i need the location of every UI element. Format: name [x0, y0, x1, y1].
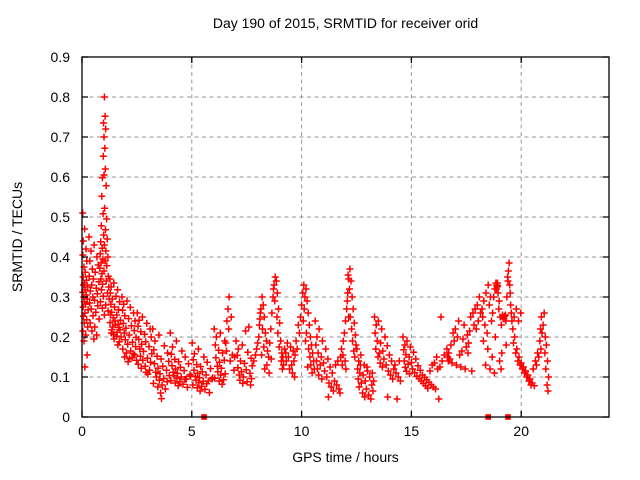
tick-path	[81, 56, 609, 418]
y-tick-label: 0.9	[51, 49, 71, 65]
x-tick-label: 0	[78, 423, 86, 439]
y-tick-label: 0.7	[51, 129, 71, 145]
y-tick-label: 0.5	[51, 209, 71, 225]
y-tick-label: 0.8	[51, 89, 71, 105]
chart-title: Day 190 of 2015, SRMTID for receiver ori…	[212, 15, 479, 31]
plot-border	[81, 56, 610, 418]
axis-ticks	[81, 56, 609, 418]
x-axis-label: GPS time / hours	[292, 449, 399, 465]
y-tick-label: 0.1	[51, 369, 71, 385]
tick-labels: 0 5 10 15 20 0 0.1 0.2 0.3 0.4 0.5 0.6 0.7 0.8 0.9	[51, 49, 530, 439]
x-tick-label: 10	[294, 423, 310, 439]
x-tick-label: 15	[404, 423, 420, 439]
y-tick-label: 0.4	[51, 249, 71, 265]
x-tick-label: 20	[513, 423, 529, 439]
border-rect	[81, 56, 610, 418]
y-tick-label: 0.6	[51, 169, 71, 185]
y-tick-label: 0.2	[51, 329, 71, 345]
series-srmtid-points	[79, 93, 553, 403]
y-tick-label: 0	[62, 409, 70, 425]
y-tick-label: 0.3	[51, 289, 71, 305]
x-tick-label: 5	[188, 423, 196, 439]
